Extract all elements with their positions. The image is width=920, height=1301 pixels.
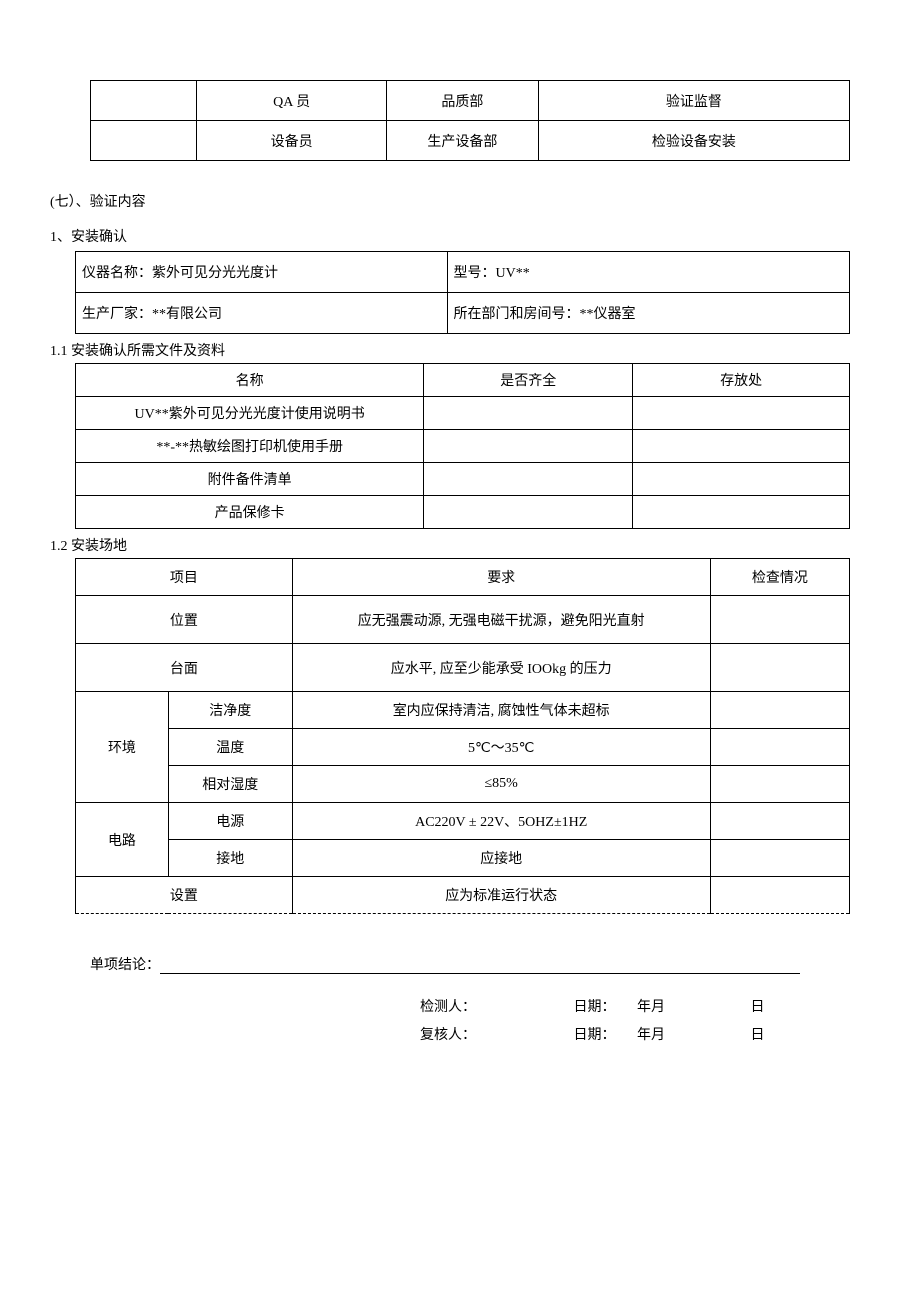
req-clean: 室内应保持清洁, 腐蚀性气体未超标 [292, 692, 710, 729]
inspector-row: 检测人： 日期： 年月 日 [420, 994, 850, 1022]
doc-name: 产品保修卡 [76, 496, 424, 529]
doc-name: UV**紫外可见分光光度计使用说明书 [76, 397, 424, 430]
section-7-heading: (七）、验证内容 [50, 191, 850, 211]
col-storage: 存放处 [633, 364, 850, 397]
table-row: 附件备件清单 [76, 463, 850, 496]
docs-heading: 1.1 安装确认所需文件及资料 [50, 340, 850, 360]
check-ground [710, 840, 849, 877]
item-clean: 洁净度 [168, 692, 292, 729]
check-temp [710, 729, 849, 766]
location: 所在部门和房间号：**仪器室 [447, 293, 849, 334]
table-header-row: 名称 是否齐全 存放处 [76, 364, 850, 397]
table-row: 仪器名称：紫外可见分光光度计 型号：UV** [76, 252, 850, 293]
date-label: 日期： [574, 994, 634, 1022]
req-surface: 应水平, 应至少能承受 IOOkg 的压力 [292, 644, 710, 692]
table-row: 设备员 生产设备部 检验设备安装 [91, 121, 850, 161]
doc-name: **-**热敏绘图打印机使用手册 [76, 430, 424, 463]
table-row: 生产厂家：**有限公司 所在部门和房间号：**仪器室 [76, 293, 850, 334]
item-position: 位置 [76, 596, 293, 644]
cell-resp: 验证监督 [538, 81, 849, 121]
check-setup [710, 877, 849, 914]
instrument-name: 仪器名称：紫外可见分光光度计 [76, 252, 448, 293]
req-humid: ≤85% [292, 766, 710, 803]
check-humid [710, 766, 849, 803]
cell-role: 设备员 [197, 121, 387, 161]
col-complete: 是否齐全 [424, 364, 633, 397]
table-row: 设置 应为标准运行状态 [76, 877, 850, 914]
doc-complete [424, 430, 633, 463]
table-row: QA 员 品质部 验证监督 [91, 81, 850, 121]
item-env: 环境 [76, 692, 169, 803]
req-temp: 5℃～35℃ [292, 729, 710, 766]
req-ground: 应接地 [292, 840, 710, 877]
inspector-label: 检测人： [420, 994, 500, 1022]
table-row: **-**热敏绘图打印机使用手册 [76, 430, 850, 463]
cell-resp: 检验设备安装 [538, 121, 849, 161]
doc-storage [633, 496, 850, 529]
reviewer-label: 复核人： [420, 1022, 500, 1050]
check-power [710, 803, 849, 840]
day: 日 [751, 1022, 791, 1050]
table-row: 电路 电源 AC220V ± 22V、5OHZ±1HZ [76, 803, 850, 840]
year-month: 年月 [637, 1022, 697, 1050]
col-item: 项目 [76, 559, 293, 596]
docs-table: 名称 是否齐全 存放处 UV**紫外可见分光光度计使用说明书 **-**热敏绘图… [75, 363, 850, 529]
doc-name: 附件备件清单 [76, 463, 424, 496]
cell-dept: 品质部 [387, 81, 539, 121]
site-table: 项目 要求 检查情况 位置 应无强震动源, 无强电磁干扰源，避免阳光直射 台面 … [75, 558, 850, 914]
table-row: 位置 应无强震动源, 无强电磁干扰源，避免阳光直射 [76, 596, 850, 644]
item-setup: 设置 [76, 877, 293, 914]
doc-complete [424, 397, 633, 430]
signature-block: 检测人： 日期： 年月 日 复核人： 日期： 年月 日 [420, 994, 850, 1050]
item-ground: 接地 [168, 840, 292, 877]
req-power: AC220V ± 22V、5OHZ±1HZ [292, 803, 710, 840]
table-row: UV**紫外可见分光光度计使用说明书 [76, 397, 850, 430]
site-heading: 1.2 安装场地 [50, 535, 850, 555]
year-month: 年月 [637, 994, 697, 1022]
item-humid: 相对湿度 [168, 766, 292, 803]
req-setup: 应为标准运行状态 [292, 877, 710, 914]
col-check: 检查情况 [710, 559, 849, 596]
instrument-model: 型号：UV** [447, 252, 849, 293]
roles-table: QA 员 品质部 验证监督 设备员 生产设备部 检验设备安装 [90, 80, 850, 161]
col-req: 要求 [292, 559, 710, 596]
check-clean [710, 692, 849, 729]
check-position [710, 596, 849, 644]
req-position: 应无强震动源, 无强电磁干扰源，避免阳光直射 [292, 596, 710, 644]
doc-storage [633, 430, 850, 463]
table-row: 产品保修卡 [76, 496, 850, 529]
manufacturer: 生产厂家：**有限公司 [76, 293, 448, 334]
check-surface [710, 644, 849, 692]
doc-complete [424, 496, 633, 529]
table-row: 相对湿度 ≤85% [76, 766, 850, 803]
col-name: 名称 [76, 364, 424, 397]
instrument-info-table: 仪器名称：紫外可见分光光度计 型号：UV** 生产厂家：**有限公司 所在部门和… [75, 251, 850, 334]
item-surface: 台面 [76, 644, 293, 692]
item-power: 电源 [168, 803, 292, 840]
conclusion-line: 单项结论： [90, 954, 850, 974]
doc-complete [424, 463, 633, 496]
conclusion-underline [160, 973, 800, 974]
cell-blank [91, 81, 197, 121]
item-circuit: 电路 [76, 803, 169, 877]
conclusion-label: 单项结论： [90, 958, 160, 973]
table-row: 环境 洁净度 室内应保持清洁, 腐蚀性气体未超标 [76, 692, 850, 729]
cell-role: QA 员 [197, 81, 387, 121]
install-confirm-heading: 1、安装确认 [50, 226, 850, 246]
date-label: 日期： [574, 1022, 634, 1050]
cell-dept: 生产设备部 [387, 121, 539, 161]
day: 日 [751, 994, 791, 1022]
table-header-row: 项目 要求 检查情况 [76, 559, 850, 596]
table-row: 接地 应接地 [76, 840, 850, 877]
cell-blank [91, 121, 197, 161]
doc-storage [633, 463, 850, 496]
doc-storage [633, 397, 850, 430]
table-row: 温度 5℃～35℃ [76, 729, 850, 766]
item-temp: 温度 [168, 729, 292, 766]
reviewer-row: 复核人： 日期： 年月 日 [420, 1022, 850, 1050]
table-row: 台面 应水平, 应至少能承受 IOOkg 的压力 [76, 644, 850, 692]
